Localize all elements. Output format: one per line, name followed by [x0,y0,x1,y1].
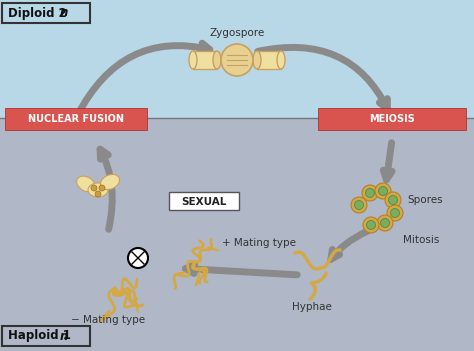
Ellipse shape [189,51,197,69]
Circle shape [377,215,393,231]
Circle shape [363,217,379,233]
FancyBboxPatch shape [2,326,90,346]
Circle shape [355,200,364,210]
Ellipse shape [253,51,261,69]
Circle shape [221,44,253,76]
Text: Haploid 1: Haploid 1 [8,330,71,343]
Ellipse shape [100,174,119,190]
Circle shape [387,205,403,221]
Text: Diploid 2: Diploid 2 [8,7,67,20]
Circle shape [366,220,375,230]
Text: MEIOSIS: MEIOSIS [369,114,415,124]
Text: − Mating type: − Mating type [71,315,145,325]
FancyBboxPatch shape [2,3,90,23]
Ellipse shape [88,183,108,197]
Text: Mitosis: Mitosis [403,235,439,245]
Circle shape [365,188,374,198]
Text: n: n [60,7,68,20]
FancyBboxPatch shape [169,192,239,210]
Circle shape [351,197,367,213]
Circle shape [391,208,400,218]
Bar [193,51,217,69]
Circle shape [389,196,398,205]
Ellipse shape [213,51,221,69]
Text: + Mating type: + Mating type [222,238,296,248]
Circle shape [362,185,378,201]
Text: Zygospore: Zygospore [210,28,264,38]
Text: SEXUAL: SEXUAL [182,197,227,207]
Circle shape [385,192,401,208]
Ellipse shape [277,51,285,69]
Text: Hyphae: Hyphae [292,302,332,312]
Bar [0,0,474,118]
Ellipse shape [77,176,95,192]
Bar [257,51,281,69]
Circle shape [95,191,101,197]
Circle shape [375,183,391,199]
Circle shape [379,186,388,196]
FancyBboxPatch shape [5,108,147,130]
Bar [0,118,474,351]
Text: Spores: Spores [407,195,443,205]
Text: n: n [60,330,68,343]
Circle shape [99,185,105,191]
FancyBboxPatch shape [318,108,466,130]
Circle shape [381,219,390,227]
Text: NUCLEAR FUSION: NUCLEAR FUSION [28,114,124,124]
Circle shape [128,248,148,268]
Circle shape [91,185,97,191]
